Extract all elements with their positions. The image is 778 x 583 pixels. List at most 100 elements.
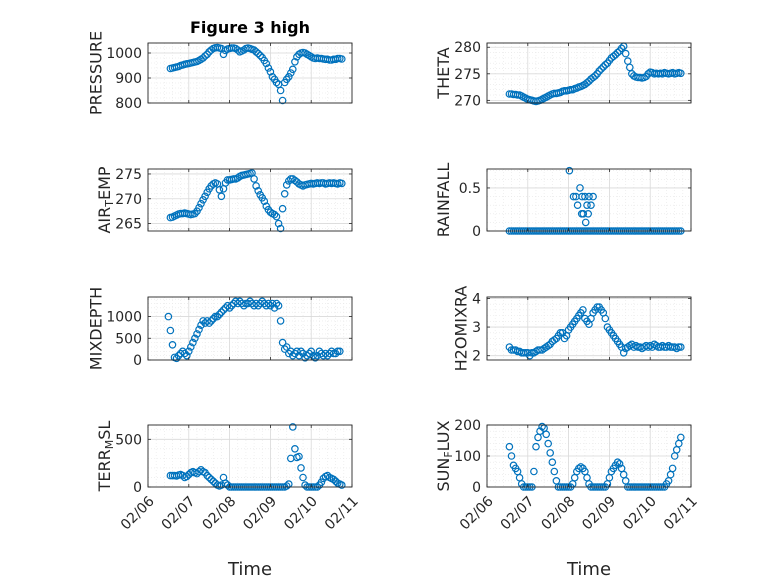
data-point <box>507 452 516 460</box>
data-point <box>599 63 608 71</box>
y-axis-label-part: SL <box>95 421 114 440</box>
x-axis-label: Time <box>227 559 272 580</box>
x-tick-label: 02/08 <box>200 493 240 533</box>
x-tick-label: 02/08 <box>539 493 579 533</box>
data-point <box>280 190 289 198</box>
plot-title: Figure 3 high <box>190 18 310 37</box>
data-point <box>584 210 593 218</box>
data-point <box>585 77 593 86</box>
data-point <box>240 301 248 310</box>
data-point <box>264 64 273 72</box>
data-point <box>579 210 588 218</box>
data-point <box>329 475 338 484</box>
data-point <box>278 96 287 105</box>
y-axis-label-part: SUN <box>434 458 453 492</box>
data-point <box>260 197 269 206</box>
data-point <box>644 343 653 351</box>
data-point <box>337 179 346 188</box>
data-point <box>587 201 595 210</box>
data-point <box>254 187 263 195</box>
data-point <box>536 346 544 354</box>
y-tick-label: 500 <box>115 432 142 448</box>
data-point <box>530 467 538 476</box>
data-point <box>254 49 263 58</box>
y-axis-label-part: TERR <box>95 449 114 492</box>
data-point <box>207 46 216 54</box>
scatter-markers <box>505 303 685 360</box>
plot-area <box>148 297 352 360</box>
data-point <box>215 310 224 319</box>
data-point <box>617 44 626 53</box>
data-point <box>221 479 230 488</box>
data-point <box>215 186 224 194</box>
axes-box <box>147 168 353 232</box>
data-point <box>272 78 281 87</box>
y-tick-label: 900 <box>115 71 142 87</box>
y-tick-label: 3 <box>472 320 481 336</box>
data-point <box>219 50 228 59</box>
data-point <box>581 192 589 201</box>
data-point <box>544 341 553 350</box>
axes-box <box>147 42 353 104</box>
data-point <box>276 317 285 325</box>
data-point <box>305 349 314 358</box>
y-tick-label: 0 <box>133 353 142 369</box>
data-point <box>205 319 214 327</box>
data-point <box>288 65 297 74</box>
x-tick-label: 02/10 <box>620 493 660 533</box>
data-point <box>207 475 216 484</box>
data-point <box>274 219 283 228</box>
y-axis-label-part: EMP <box>95 166 114 200</box>
data-point <box>189 338 197 347</box>
data-point <box>295 452 303 461</box>
data-point <box>307 347 316 356</box>
data-point <box>317 478 326 487</box>
data-point <box>270 210 279 219</box>
data-point <box>609 52 618 61</box>
data-point <box>282 181 291 189</box>
y-axis-label-part: RAINFALL <box>434 163 453 238</box>
y-tick-label: 270 <box>454 93 481 109</box>
data-point <box>278 338 287 347</box>
y-axis-label: AIRTEMP <box>95 166 116 233</box>
x-tick-label: 02/11 <box>322 493 362 533</box>
y-axis-label: PRESSURE <box>87 31 106 115</box>
data-point <box>333 54 342 63</box>
major-grid <box>148 169 352 231</box>
minor-grid <box>487 169 691 231</box>
data-point <box>225 304 234 312</box>
x-tick-label: 02/06 <box>118 493 158 533</box>
data-point <box>668 464 677 473</box>
x-tick-label: 02/07 <box>498 493 538 533</box>
y-tick-label: 0 <box>472 224 481 240</box>
y-axis-label-part: THETA <box>434 47 453 99</box>
data-point <box>511 346 520 354</box>
data-point <box>579 306 587 314</box>
data-point <box>589 73 597 82</box>
data-point <box>601 61 610 69</box>
data-point <box>221 46 230 55</box>
data-point <box>546 449 555 457</box>
data-point <box>550 336 559 344</box>
data-point <box>185 347 193 356</box>
data-point <box>619 348 628 357</box>
data-point <box>601 314 610 323</box>
data-point <box>195 203 203 212</box>
data-point <box>538 422 546 431</box>
data-point <box>532 442 540 451</box>
data-point <box>211 312 220 321</box>
y-axis-label-part: MIXDEPTH <box>87 287 106 370</box>
data-point <box>548 458 557 467</box>
y-tick-label: 0 <box>472 480 481 496</box>
data-point <box>276 224 285 233</box>
panel-rainfall: 0 0.5 RAINFALL <box>434 163 692 240</box>
data-point <box>573 201 582 210</box>
y-axis-label-part: T <box>103 200 116 208</box>
data-point <box>556 328 565 337</box>
data-point <box>288 423 297 431</box>
y-tick-label: 275 <box>454 67 481 83</box>
data-point <box>276 86 285 95</box>
